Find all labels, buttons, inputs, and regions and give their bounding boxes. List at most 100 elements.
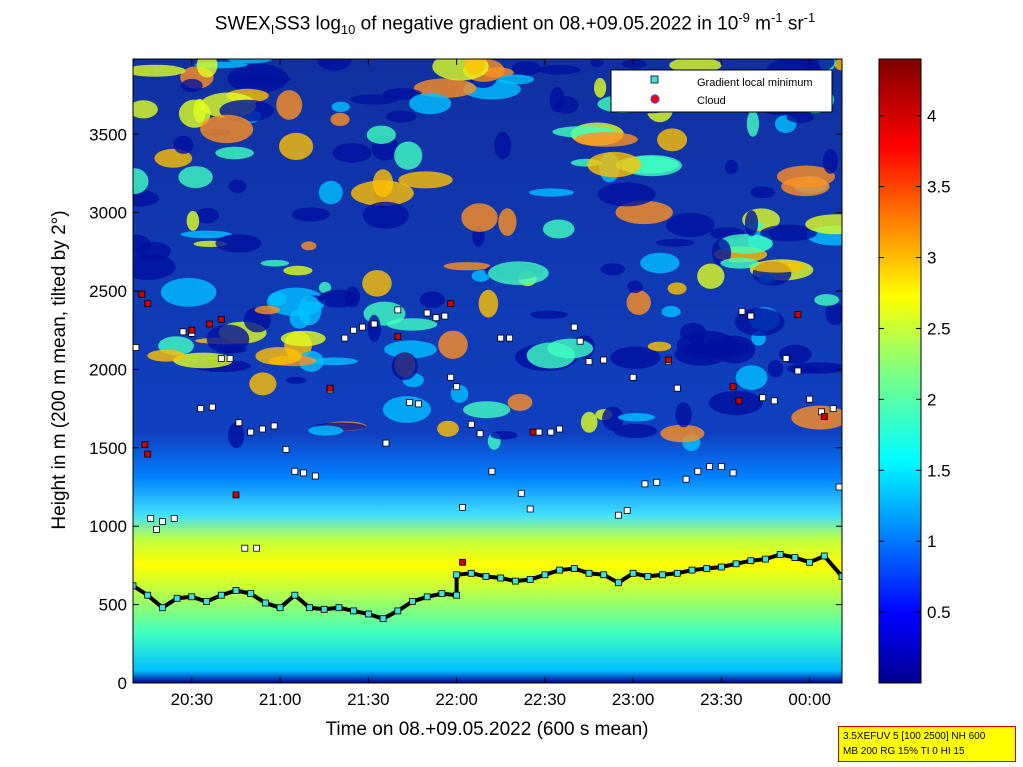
heatmap-blob bbox=[260, 259, 290, 267]
heatmap-blob bbox=[760, 224, 817, 242]
boundary-layer-point bbox=[335, 604, 343, 612]
heatmap-blob bbox=[438, 330, 468, 359]
heatmap-blob bbox=[478, 289, 499, 318]
gradient-minimum-point bbox=[526, 505, 534, 513]
legend-entry-cloud: Cloud bbox=[697, 95, 726, 107]
colorbar-tick-label: 3 bbox=[927, 249, 936, 268]
boundary-layer-point bbox=[467, 569, 475, 577]
heatmap-blob bbox=[529, 188, 574, 197]
boundary-layer-point bbox=[158, 604, 166, 612]
heatmap-blob bbox=[594, 77, 607, 98]
boundary-layer-point bbox=[703, 565, 711, 572]
gradient-minimum-point bbox=[706, 463, 713, 471]
boundary-layer-point bbox=[438, 590, 446, 597]
heatmap-blob bbox=[530, 310, 568, 319]
gradient-minimum-point bbox=[770, 397, 778, 405]
heatmap-blob bbox=[825, 302, 842, 325]
cloud-point bbox=[206, 320, 213, 328]
gradient-minimum-point bbox=[441, 312, 449, 320]
heatmap-blob bbox=[215, 146, 254, 160]
plot-frame bbox=[132, 58, 843, 684]
gradient-minimum-point bbox=[517, 489, 525, 497]
boundary-layer-point bbox=[585, 569, 593, 577]
heatmap-blob bbox=[147, 349, 185, 362]
boundary-layer-point bbox=[732, 560, 740, 568]
x-tick-label: 00:00 bbox=[788, 690, 831, 709]
heatmap-blob bbox=[805, 214, 842, 235]
gradient-minimum-point bbox=[197, 405, 205, 413]
colorbar-gradient bbox=[878, 58, 922, 684]
heatmap-blob bbox=[318, 289, 359, 308]
boundary-layer-point bbox=[570, 565, 578, 572]
gradient-minimum-point bbox=[673, 384, 681, 392]
heatmap-blob bbox=[537, 65, 581, 75]
gradient-minimum-point bbox=[615, 511, 622, 519]
boundary-layer-point bbox=[144, 591, 152, 599]
gradient-minimum-point bbox=[488, 467, 496, 475]
heatmap-blob bbox=[647, 341, 672, 352]
gradient-minimum-point bbox=[311, 472, 319, 480]
heatmap-blob bbox=[660, 424, 705, 443]
heatmap-blob bbox=[622, 59, 647, 69]
cloud-point bbox=[232, 491, 240, 499]
heatmap-blob bbox=[725, 159, 738, 175]
heatmap-blob bbox=[587, 151, 642, 178]
boundary-layer-point bbox=[644, 573, 652, 580]
gradient-minimum-point bbox=[694, 467, 702, 475]
boundary-layer-point bbox=[673, 569, 681, 577]
heatmap-blob bbox=[602, 406, 624, 431]
heatmap-blob bbox=[749, 260, 805, 273]
gradient-minimum-point bbox=[217, 355, 225, 362]
heatmap-blob bbox=[350, 94, 398, 105]
heatmap-blob bbox=[249, 372, 277, 396]
y-tick-label: 3000 bbox=[89, 204, 127, 223]
heatmap-blob bbox=[394, 141, 423, 170]
heatmap-blob bbox=[200, 114, 254, 144]
heatmap-blob bbox=[285, 376, 307, 384]
gradient-minimum-point bbox=[282, 445, 290, 453]
x-tick-label: 22:00 bbox=[435, 690, 478, 709]
gradient-minimum-point bbox=[641, 480, 649, 488]
gradient-minimum-point bbox=[291, 467, 299, 475]
boundary-layer-point bbox=[615, 579, 622, 587]
x-tick-label: 21:30 bbox=[347, 690, 390, 709]
colorbar-tick-label: 1 bbox=[927, 532, 936, 551]
boundary-layer-point bbox=[718, 563, 725, 571]
cloud-point bbox=[447, 300, 455, 308]
cloud-point bbox=[529, 428, 537, 436]
cloud-point bbox=[217, 315, 225, 323]
heatmap-blob bbox=[318, 281, 332, 294]
heatmap-blob bbox=[316, 59, 352, 71]
heatmap-blob bbox=[443, 262, 491, 271]
heatmap-blob bbox=[367, 314, 381, 342]
gradient-minimum-point bbox=[432, 314, 440, 322]
gradient-minimum-point bbox=[476, 430, 484, 438]
boundary-layer-point bbox=[526, 576, 534, 583]
heatmap-blob bbox=[800, 59, 835, 72]
heatmap-blob bbox=[279, 132, 314, 160]
gradient-minimum-point bbox=[394, 306, 402, 314]
boundary-layer-point bbox=[291, 591, 299, 599]
plot-area bbox=[132, 58, 843, 684]
x-tick-label: 22:30 bbox=[524, 690, 567, 709]
heatmap-blob bbox=[669, 59, 722, 73]
info-box: 3.5XEFUV 5 [100 2500] NH 600 MB 200 RG 1… bbox=[838, 726, 1016, 762]
gradient-minimum-point bbox=[682, 475, 690, 483]
x-axis-label: Time on 08.+09.05.2022 (600 s mean) bbox=[325, 719, 648, 740]
heatmap-blob bbox=[675, 402, 692, 428]
heatmap-blob bbox=[746, 110, 760, 137]
boundary-layer-line bbox=[133, 551, 842, 623]
heatmap-blob bbox=[133, 253, 176, 280]
boundary-layer-point bbox=[453, 591, 461, 599]
x-tick-label: 21:00 bbox=[259, 690, 302, 709]
heatmap-blob bbox=[437, 420, 459, 437]
gradient-minimum-point bbox=[253, 544, 261, 552]
gradient-minimum-point bbox=[747, 312, 755, 320]
cloud-point bbox=[735, 397, 743, 405]
heatmap-blob bbox=[507, 393, 533, 411]
heatmap-blob bbox=[398, 171, 453, 189]
heatmap-blob bbox=[640, 252, 680, 274]
heatmap-blob bbox=[419, 291, 445, 309]
heatmap-blob bbox=[471, 270, 490, 282]
heatmap-blob bbox=[291, 207, 331, 222]
